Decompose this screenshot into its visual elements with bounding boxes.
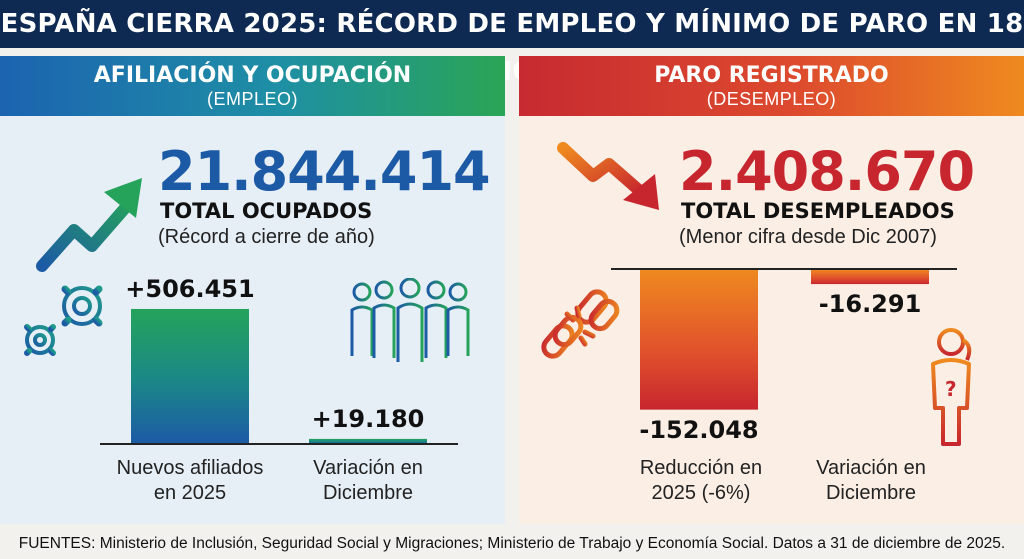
- category-line: Variación en: [313, 457, 423, 479]
- svg-text:?: ?: [945, 377, 957, 401]
- total-unemployed-number: 2.408.670: [679, 140, 975, 203]
- december-unemployment-value: -16.291: [818, 290, 922, 319]
- december-unemployment-category: Variación en Diciembre: [781, 456, 961, 506]
- employment-panel: AFILIACIÓN Y OCUPACIÓN (EMPLEO) 21.844.4…: [0, 56, 505, 524]
- employment-bar-chart: [100, 308, 458, 445]
- unemployment-bar-chart: [611, 268, 957, 410]
- employment-header: AFILIACIÓN Y OCUPACIÓN (EMPLEO): [0, 56, 505, 116]
- total-unemployed-label: TOTAL DESEMPLEADOS: [681, 199, 955, 223]
- total-employed-number: 21.844.414: [158, 140, 491, 203]
- total-unemployed-note: (Menor cifra desde Dic 2007): [679, 226, 937, 248]
- category-line: Reducción en: [639, 457, 763, 479]
- reduction-2025-category: Reducción en 2025 (-6%): [611, 456, 791, 506]
- category-line: Diciembre: [825, 482, 917, 504]
- gears-icon: [19, 278, 110, 361]
- employment-header-title: AFILIACIÓN Y OCUPACIÓN: [93, 63, 412, 88]
- reduction-2025-value: -152.048: [639, 415, 759, 444]
- employment-bar: [309, 438, 427, 444]
- december-employment-value: +19.180: [311, 404, 425, 433]
- new-affiliates-category: Nuevos afiliados en 2025: [100, 456, 280, 506]
- total-employed-note: (Récord a cierre de año): [158, 226, 375, 248]
- category-line: Nuevos afiliados: [116, 457, 264, 479]
- unemployment-panel: PARO REGISTRADO (DESEMPLEO) 2.408.670 TO…: [519, 56, 1024, 524]
- unemployment-header: PARO REGISTRADO (DESEMPLEO): [519, 56, 1024, 116]
- confused-person-icon: ?: [931, 328, 972, 446]
- unemployment-header-subtitle: (DESEMPLEO): [706, 89, 837, 109]
- sources-footer: FUENTES: Ministerio de Inclusión, Seguri…: [18, 535, 1006, 552]
- unemployment-header-title: PARO REGISTRADO: [654, 63, 889, 88]
- trend-up-arrow-icon: [36, 178, 142, 272]
- category-line: en 2025: [153, 482, 227, 504]
- employment-bar: [131, 308, 249, 444]
- unemployment-bar: [811, 269, 929, 285]
- trend-down-arrow-icon: [557, 142, 659, 210]
- category-line: Variación en: [816, 457, 926, 479]
- december-employment-category: Variación en Diciembre: [278, 456, 458, 506]
- people-group-icon: [350, 278, 470, 362]
- total-employed-label: TOTAL OCUPADOS: [160, 199, 373, 223]
- main-title: ESPAÑA CIERRA 2025: RÉCORD DE EMPLEO Y M…: [0, 0, 1024, 87]
- employment-header-subtitle: (EMPLEO): [206, 89, 298, 109]
- unemployment-bar: [640, 269, 758, 410]
- category-line: 2025 (-6%): [651, 482, 751, 504]
- broken-chain-icon: [541, 289, 620, 359]
- new-affiliates-value: +506.451: [125, 274, 255, 303]
- category-line: Diciembre: [322, 482, 414, 504]
